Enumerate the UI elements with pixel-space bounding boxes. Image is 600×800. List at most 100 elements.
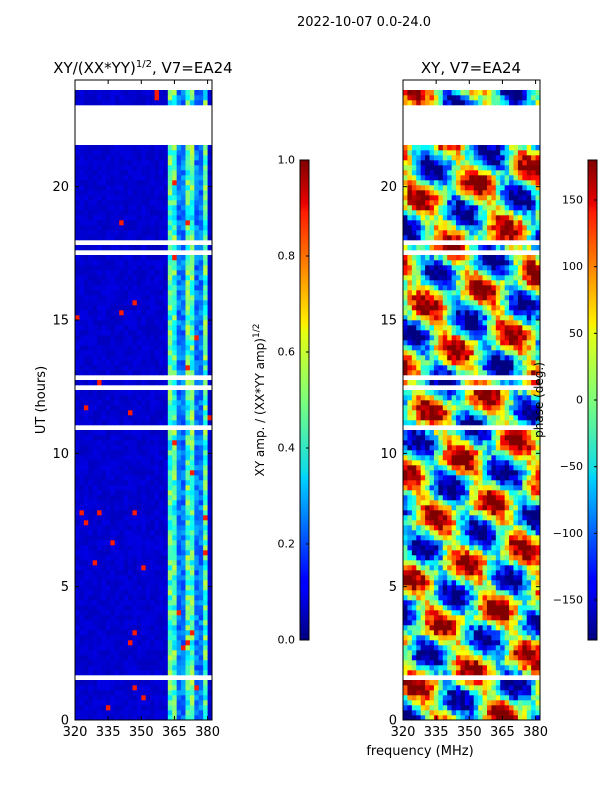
amp-cell [136, 570, 142, 576]
amp-cell [189, 620, 195, 626]
amp-cell [181, 160, 186, 166]
phase-cell [517, 610, 523, 616]
phase-cell [456, 495, 461, 501]
amp-cell [123, 715, 129, 720]
phase-cell [429, 575, 435, 581]
amp-cell [158, 575, 164, 581]
amp-cell [105, 685, 111, 691]
amp-cell [110, 285, 116, 291]
amp-cell [141, 655, 147, 661]
amp-cell [97, 480, 102, 486]
amp-cell [114, 715, 120, 720]
amp-cell [79, 685, 85, 691]
amp-cell [207, 610, 212, 616]
amp-cell [141, 220, 147, 226]
amp-cell [83, 585, 89, 591]
phase-cell [486, 505, 492, 511]
amp-cell [141, 175, 147, 181]
phase-cell [469, 500, 475, 506]
amp-cell [132, 340, 138, 346]
amp-cell [154, 245, 160, 251]
phase-cell [504, 610, 510, 616]
phase-cell [407, 655, 413, 661]
phase-cell [456, 640, 461, 646]
amp-cell [194, 260, 200, 266]
amp-cell [207, 230, 212, 236]
amp-cell [150, 235, 155, 241]
amp-cell [158, 315, 164, 321]
y-tick-label: 0 [61, 714, 69, 729]
amp-cell [172, 450, 178, 456]
amp-cell [123, 550, 129, 556]
amp-cell [123, 165, 129, 171]
amp-cell [167, 210, 173, 216]
phase-cell [478, 530, 483, 536]
amp-cell [198, 435, 204, 441]
amp-cell [97, 305, 102, 311]
amp-cell [167, 715, 173, 720]
amp-cell [101, 185, 107, 191]
phase-cell [491, 695, 497, 701]
amp-cell [119, 180, 125, 186]
amp-cell [123, 480, 129, 486]
phase-cell [425, 660, 430, 666]
amp-cell [150, 370, 155, 376]
phase-cell [526, 645, 532, 651]
phase-cell [451, 615, 457, 621]
amp-cell [150, 690, 155, 696]
amp-cell [79, 360, 85, 366]
phase-cell [438, 610, 444, 616]
amp-cell [176, 290, 182, 296]
amp-cell [141, 495, 147, 501]
phase-cell [425, 545, 430, 551]
amp-cell [189, 585, 195, 591]
phase-cell [456, 670, 461, 676]
amp-cell [128, 655, 133, 661]
amp-cell [167, 95, 173, 101]
phase-cell [447, 530, 453, 536]
amp-cell [132, 545, 138, 551]
phase-cell [513, 650, 519, 656]
amp-cell [198, 300, 204, 306]
amp-cell [203, 325, 208, 331]
amp-cell [150, 630, 155, 636]
amp-cell [203, 450, 208, 456]
amp-cell [163, 465, 169, 471]
amp-cell [189, 155, 195, 161]
phase-cell [429, 605, 435, 611]
amp-cell [88, 500, 94, 506]
phase-cell [513, 530, 519, 536]
amp-cell [132, 265, 138, 271]
amp-cell [167, 530, 173, 536]
phase-cell [416, 630, 422, 636]
phase-cell [447, 710, 453, 716]
amp-cell [105, 645, 111, 651]
phase-cell [420, 545, 426, 551]
amp-cell [92, 395, 98, 401]
amp-cell [172, 100, 178, 106]
amp-cell [79, 670, 85, 676]
amp-cell [97, 475, 102, 481]
amp-cell [198, 320, 204, 326]
phase-cell [522, 570, 528, 576]
phase-cell [429, 535, 435, 541]
amp-cell [203, 625, 208, 631]
amp-cell [79, 715, 85, 720]
amp-cell [101, 490, 107, 496]
amp-cell [79, 635, 85, 641]
amp-cell [105, 630, 111, 636]
amp-cell [163, 145, 169, 151]
amp-cell [154, 505, 160, 511]
phase-cell [526, 565, 532, 571]
phase-cell [447, 495, 453, 501]
amp-cell [88, 575, 94, 581]
amp-cell [181, 505, 186, 511]
amp-cell [203, 345, 208, 351]
amp-cell [185, 515, 191, 521]
left-ylabel: UT (hours) [34, 366, 49, 434]
amp-cell [207, 460, 212, 466]
phase-cell [429, 585, 435, 591]
amp-cell [158, 370, 164, 376]
phase-cell [425, 625, 430, 631]
phase-cell [442, 635, 448, 641]
